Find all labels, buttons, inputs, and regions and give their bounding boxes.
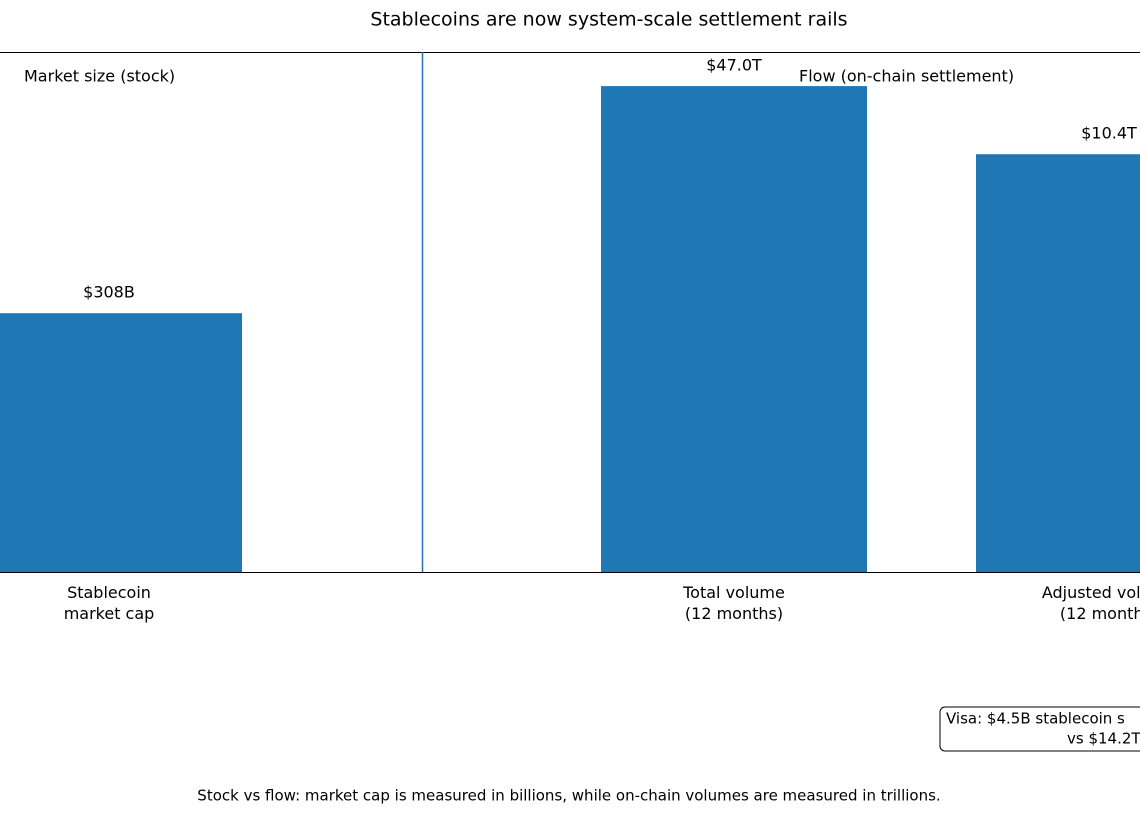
chart-title: Stablecoins are now system-scale settlem… [370,9,847,31]
x-tick-label-line: Total volume [682,583,785,602]
x-tick-label: Adjusted volume (12 months) [1042,583,1140,623]
bar [976,154,1140,573]
x-tick-label-line: (12 months) [1060,604,1140,623]
panel-title: Flow (on-chain settlement) [799,67,1014,86]
annotation-text: Visa: $4.5B stablecoin s [946,710,1125,728]
annotation-box [939,706,1140,752]
x-tick-label-line: Adjusted volume [1042,583,1140,602]
x-tick-label: Total volume (12 months) [682,583,785,623]
bar [0,313,242,572]
x-tick-label-line: market cap [64,604,155,623]
annotation-text: vs $14.2T [1067,730,1140,748]
value-label: $47.0T [706,56,762,75]
bar [601,86,867,573]
x-tick-label-line: (12 months) [685,604,783,623]
x-tick-label: Stablecoin market cap [64,583,155,623]
footnote: Stock vs flow: market cap is measured in… [197,787,940,805]
value-label: $308B [83,283,135,302]
panel-title: Market size (stock) [24,67,175,86]
x-tick-label-line: Stablecoin [67,583,151,602]
value-label: $10.4T [1081,124,1137,143]
